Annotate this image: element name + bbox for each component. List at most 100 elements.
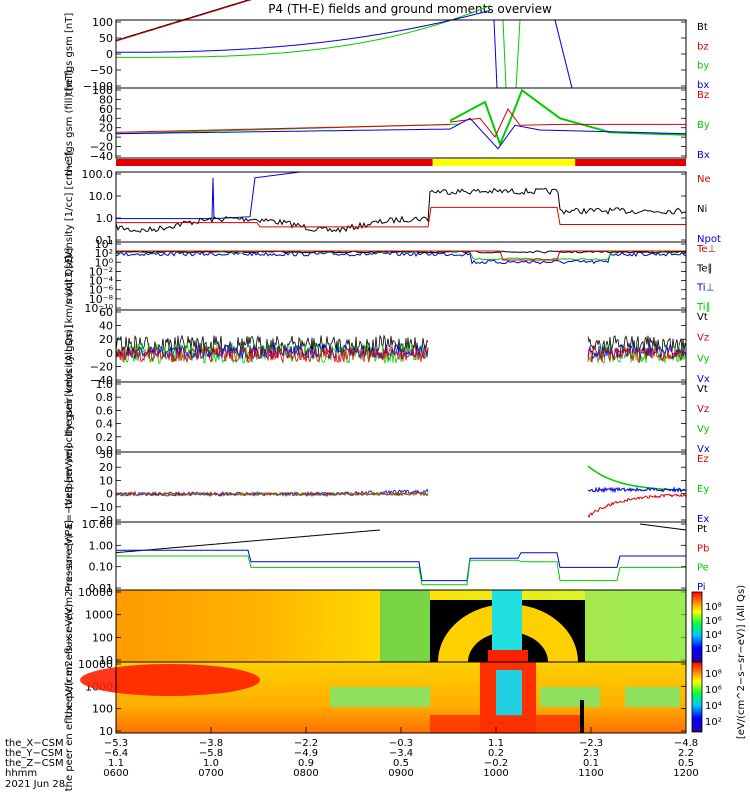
panel-frame — [115, 171, 687, 243]
series-Pt — [639, 523, 687, 531]
colorbar-tick-label: 10⁴ — [705, 701, 722, 712]
series-Vx — [115, 343, 429, 360]
y-tick-label: −20 — [90, 360, 113, 373]
series-Bz — [116, 124, 451, 133]
y-axis-label: the peir velocity gsm [km/s (All Qs)] — [64, 256, 75, 437]
y-tick-label: 10⁴ — [95, 238, 114, 251]
y-tick-label: 20 — [99, 461, 113, 474]
spectrogram-feature — [625, 687, 680, 707]
y-axis-label: the peer velocity gsm [km/s (All Qs)] — [64, 325, 75, 509]
legend-entry: Pt — [697, 524, 707, 535]
y-tick-label: −40 — [90, 374, 113, 387]
series-Ey — [587, 465, 686, 491]
legend-entry: Bt — [697, 22, 708, 33]
y-tick-label: 80 — [99, 93, 113, 106]
y-tick-label: 0 — [106, 488, 113, 501]
x-axis-value: −3.4 — [389, 748, 413, 759]
legend-entry: Te⊥ — [696, 244, 716, 255]
x-axis-value: −2.2 — [294, 738, 318, 749]
legend-entry: Pe — [697, 563, 709, 574]
x-axis-value: −0.3 — [389, 738, 413, 749]
series-Bt — [115, 0, 250, 41]
series-Bx — [449, 117, 687, 150]
y-tick-label: 10⁻⁸ — [89, 293, 114, 306]
series-Ni — [115, 187, 687, 233]
x-axis-value: 1000 — [483, 768, 508, 779]
y-tick-label: 0 — [106, 131, 113, 144]
y-tick-label: 0.2 — [96, 431, 114, 444]
x-axis-row-label: 2021 Jun 28 — [5, 779, 65, 790]
mode-bar-segment — [575, 159, 686, 166]
colorbar-tick-label: 10² — [705, 717, 722, 728]
y-tick-label: 20 — [99, 122, 113, 135]
legend-entry: Vt — [697, 312, 708, 323]
panel-frame — [115, 451, 687, 523]
legend-entry: Ex — [697, 514, 709, 525]
legend-entry: Vx — [697, 444, 710, 455]
y-tick-label: 100 — [92, 16, 113, 29]
x-axis-value: 0.5 — [678, 758, 694, 769]
y-tick-label: 10 — [99, 474, 113, 487]
series-Pi — [116, 549, 686, 582]
series-Vt — [587, 335, 687, 354]
x-axis-value: −5.3 — [104, 738, 128, 749]
series-Vz — [115, 345, 429, 364]
legend-entry: Vt — [697, 384, 708, 395]
series-Vx — [587, 344, 687, 360]
y-axis-label: Pressure [nPa] — [64, 520, 75, 592]
series-Ti-par — [115, 250, 687, 265]
y-tick-label: −40 — [90, 150, 113, 163]
series-bx — [116, 9, 491, 53]
spectrogram-feature — [496, 670, 522, 716]
spectrogram-patch — [380, 590, 430, 662]
x-axis-value: 2.2 — [678, 748, 694, 759]
y-axis-label: the fgs gsm (fill) [nT] — [64, 70, 75, 176]
series-Pt — [115, 529, 381, 554]
colorbar-tick-label: 10⁸ — [705, 669, 722, 680]
spectrogram-feature — [80, 664, 260, 696]
colorbar-tick-label: 10⁶ — [705, 616, 722, 627]
y-tick-label: 0 — [106, 347, 113, 360]
legend-entry: by — [697, 61, 709, 72]
legend-entry: Ti⊥ — [696, 283, 714, 294]
panel-0: 100 50 0 −50 −100 the fgs gsm [nT] Bt bz by bx — [64, 0, 709, 95]
y-tick-label: 10² — [95, 247, 113, 260]
series-By — [449, 88, 687, 147]
y-tick-label: 1.0 — [96, 378, 114, 391]
legend-entry: bx — [697, 80, 709, 91]
x-axis-row-label: the_Y−CSM — [5, 748, 63, 759]
x-axis-value: 0.1 — [583, 758, 599, 769]
colorbar-tick-label: 10⁶ — [705, 685, 722, 696]
mode-bar-segment — [432, 159, 576, 166]
colorbar-tick-label: 10⁸ — [705, 602, 722, 613]
x-axis-value: 0600 — [103, 768, 128, 779]
x-axis-value: 1100 — [578, 768, 603, 779]
y-axis-label: the peer en eflux eV/(cm2−s−sr−eV) — [64, 604, 75, 792]
y-tick-label: 100 — [92, 631, 113, 644]
series-bx-spike — [554, 19, 573, 89]
legend-entry: Vz — [697, 404, 709, 415]
legend-entry: Ni — [697, 204, 707, 215]
legend-entry: Vz — [697, 333, 709, 344]
y-tick-label: 10⁻⁶ — [89, 284, 114, 297]
panel-frame — [115, 381, 687, 453]
y-tick-label: 10⁻⁴ — [89, 275, 114, 288]
y-tick-label: 1000 — [85, 609, 113, 622]
colorbar-tick-label: 10² — [705, 644, 722, 655]
legend-entry: Ti∥ — [696, 302, 711, 313]
x-axis-value: −6.4 — [104, 748, 128, 759]
panel-8: 10.00 1.00 0.10 0.01 Pressure [nPa] Pt Pb Pe Pi — [64, 518, 709, 595]
x-axis-value: 0800 — [293, 768, 318, 779]
legend-entry: Ne — [697, 174, 711, 185]
legend-entry: Bz — [697, 90, 709, 101]
x-axis-value: 0.5 — [393, 758, 409, 769]
panel-2 — [116, 159, 686, 166]
y-tick-label: 100.0 — [82, 168, 114, 181]
y-tick-label: 10⁻¹⁰ — [84, 302, 113, 315]
colorbar-bottom — [691, 661, 703, 733]
x-axis-value: −2.3 — [579, 738, 603, 749]
panel-10: 10000 1000 100 10 the peer en eflux eV/(cm2−… — [64, 604, 687, 792]
